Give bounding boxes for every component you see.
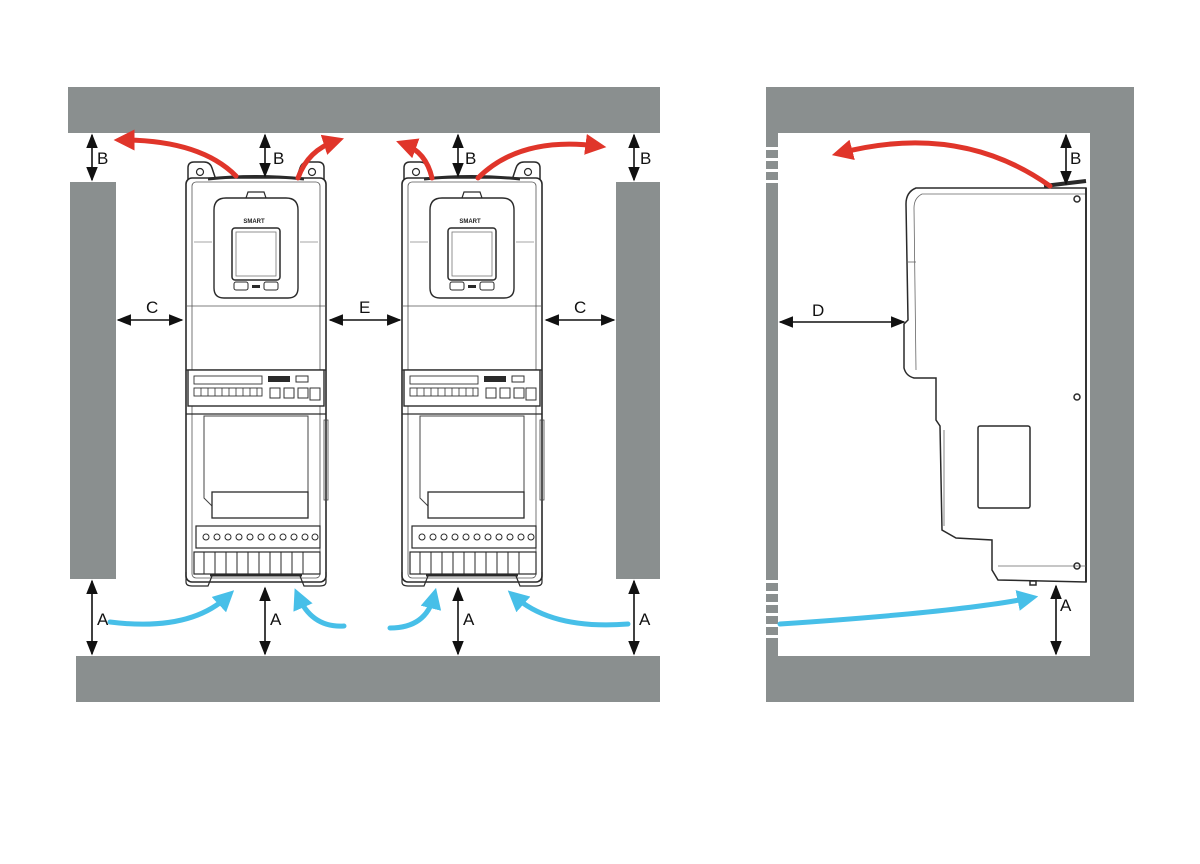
red-curved-arrow-icon [831, 139, 1053, 189]
dim-label-d: D [812, 301, 824, 320]
red-curved-arrow-icon [113, 129, 239, 179]
red-curved-arrow-icon [396, 138, 435, 181]
drive-unit-left: SMART [184, 160, 330, 588]
right-wall [616, 182, 660, 579]
drive-brand-label: SMART [459, 219, 481, 225]
dimension-arrows [86, 133, 640, 656]
side-top-wall [766, 87, 1090, 133]
dim-label-a: A [1060, 596, 1072, 615]
dimension-labels: B B B B C E C A A A A [97, 149, 651, 629]
dim-label-a: A [97, 610, 109, 629]
side-bottom-wall [766, 656, 1090, 702]
dim-label-a: A [639, 610, 651, 629]
front-vent-slots [766, 147, 778, 638]
blue-curved-arrow-icon [293, 588, 347, 629]
left-wall [70, 182, 116, 579]
red-curved-arrow-icon [475, 133, 607, 181]
red-curved-arrow-icon [295, 134, 344, 181]
bottom-wall [76, 656, 660, 702]
drive-unit-right: SMART [400, 160, 546, 588]
blue-curved-arrow-icon [387, 587, 442, 631]
dim-label-b: B [640, 149, 651, 168]
dim-label-a: A [270, 610, 282, 629]
side-front-opening [766, 133, 778, 656]
dim-label-c: C [574, 298, 586, 317]
dim-label-b: B [1070, 149, 1081, 168]
blue-curved-arrow-icon [507, 590, 631, 628]
dim-label-a: A [463, 610, 475, 629]
exhaust-airflow [113, 129, 607, 181]
blue-curved-arrow-icon [107, 590, 235, 627]
front-view: SMART SMART [68, 87, 660, 702]
dim-label-b: B [465, 149, 476, 168]
dim-label-b: B [273, 149, 284, 168]
side-back-wall [1090, 87, 1134, 702]
dim-label-b: B [97, 149, 108, 168]
intake-airflow [107, 587, 631, 631]
drive-unit-side [903, 179, 1087, 586]
blue-curved-arrow-icon [777, 590, 1039, 627]
top-wall [68, 87, 660, 133]
dim-label-c: C [146, 298, 158, 317]
drive-brand-label: SMART [243, 219, 265, 225]
side-view: B D A [766, 87, 1134, 702]
side-dimension-arrows [778, 133, 1072, 656]
dim-label-e: E [359, 298, 370, 317]
